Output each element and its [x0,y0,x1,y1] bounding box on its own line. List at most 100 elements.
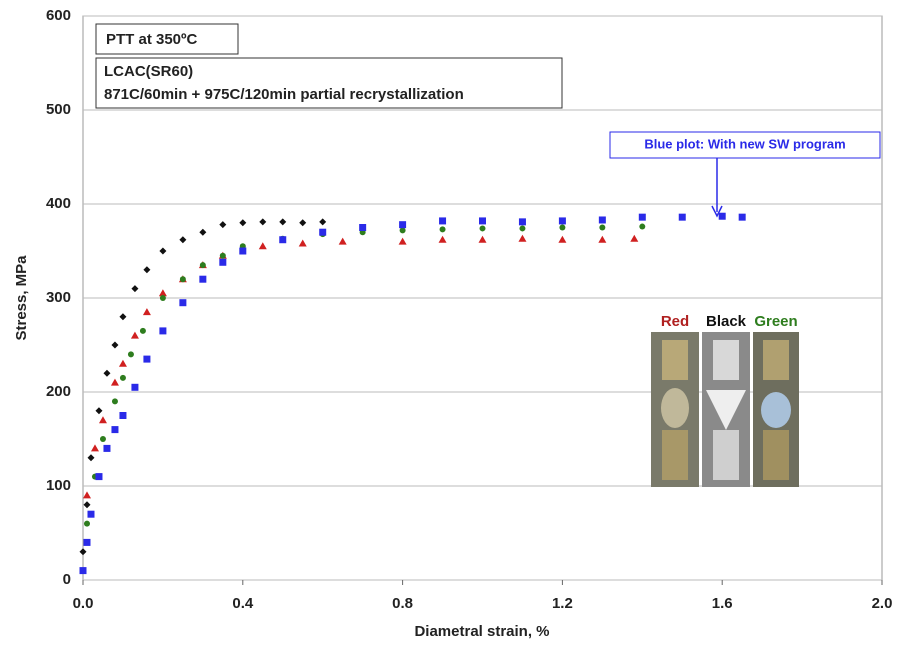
treatment-note: 871C/60min + 975C/120min partial recryst… [104,86,464,103]
data-point [239,247,247,255]
data-point [119,412,127,419]
photo-label: Green [754,313,797,330]
data-point [131,285,139,293]
data-point [598,216,606,224]
data-point [131,383,139,391]
y-tick-label: 200 [46,383,71,400]
data-point [479,217,486,225]
y-tick-label: 100 [46,477,71,494]
data-point [139,327,146,334]
data-point [103,369,111,377]
data-point [79,567,87,575]
data-point [79,548,87,556]
data-point [111,398,118,405]
data-point [103,444,111,452]
data-point [678,213,686,221]
y-axis-label: Stress, MPa [13,255,30,341]
data-point [143,266,151,274]
data-point [338,237,347,245]
y-tick-label: 600 [46,7,71,24]
data-point [119,313,127,321]
data-point [518,234,527,242]
note-box [95,23,239,55]
data-point [119,374,126,381]
data-point [630,234,639,242]
data-point [319,218,327,226]
data-point [83,538,91,546]
x-tick-label: 0.8 [392,595,413,612]
data-point [258,242,267,250]
data-point [439,217,447,225]
data-point [478,235,487,243]
data-point [82,491,91,499]
data-point [199,262,206,269]
data-point [398,237,407,245]
data-point [219,252,226,259]
fitting [661,388,689,428]
fitting [662,340,688,380]
x-tick-label: 0.0 [73,595,94,612]
test-note: PTT at 350ºC [106,31,198,48]
fitting [763,340,789,380]
y-tick-label: 400 [46,195,71,212]
fitting [713,430,739,480]
data-point [279,236,287,244]
data-point [298,239,307,247]
x-tick-label: 0.4 [232,595,254,612]
data-point [130,331,139,339]
data-point [90,444,99,452]
x-axis-label: Diametral strain, % [414,623,549,640]
data-point [438,235,447,243]
data-point [83,520,90,527]
blue-note-box [609,131,881,159]
data-point [111,341,119,349]
data-point [118,359,127,367]
data-point [718,212,726,220]
data-point [127,351,134,358]
data-point [639,223,646,230]
y-tick-label: 0 [63,571,71,588]
x-tick-label: 1.6 [712,595,733,612]
data-point [279,218,287,226]
data-point [95,473,103,481]
fitting [713,340,739,380]
data-point [558,235,567,243]
data-point [299,219,307,227]
data-point [359,224,367,231]
data-point [99,436,106,442]
data-point [199,228,207,236]
data-point [519,225,526,232]
data-point [399,221,407,229]
data-marks [79,212,746,575]
data-point [158,289,167,297]
data-point [83,501,91,509]
fitting [662,430,688,480]
data-point [87,454,95,462]
data-point [87,510,95,518]
data-point [199,275,207,283]
data-point [219,258,227,266]
data-point [559,224,566,231]
fitting [763,430,789,480]
data-point [599,224,606,231]
data-point [179,276,186,283]
x-tick-label: 2.0 [872,595,893,612]
data-point [259,218,267,226]
arrow-head [711,205,723,218]
y-tick-label: 300 [46,289,71,306]
data-point [239,219,247,227]
data-point [110,378,119,386]
data-point [219,221,227,229]
material-note: LCAC(SR60) [104,63,193,80]
photo-label: Red [661,313,689,330]
fitting [761,392,791,428]
data-point [319,228,327,236]
data-point [179,299,187,307]
data-point [598,235,607,243]
data-point [98,416,107,424]
data-point [439,226,446,233]
data-point [399,227,406,234]
blue-note: Blue plot: With new SW program [644,136,845,151]
data-point [518,218,526,226]
